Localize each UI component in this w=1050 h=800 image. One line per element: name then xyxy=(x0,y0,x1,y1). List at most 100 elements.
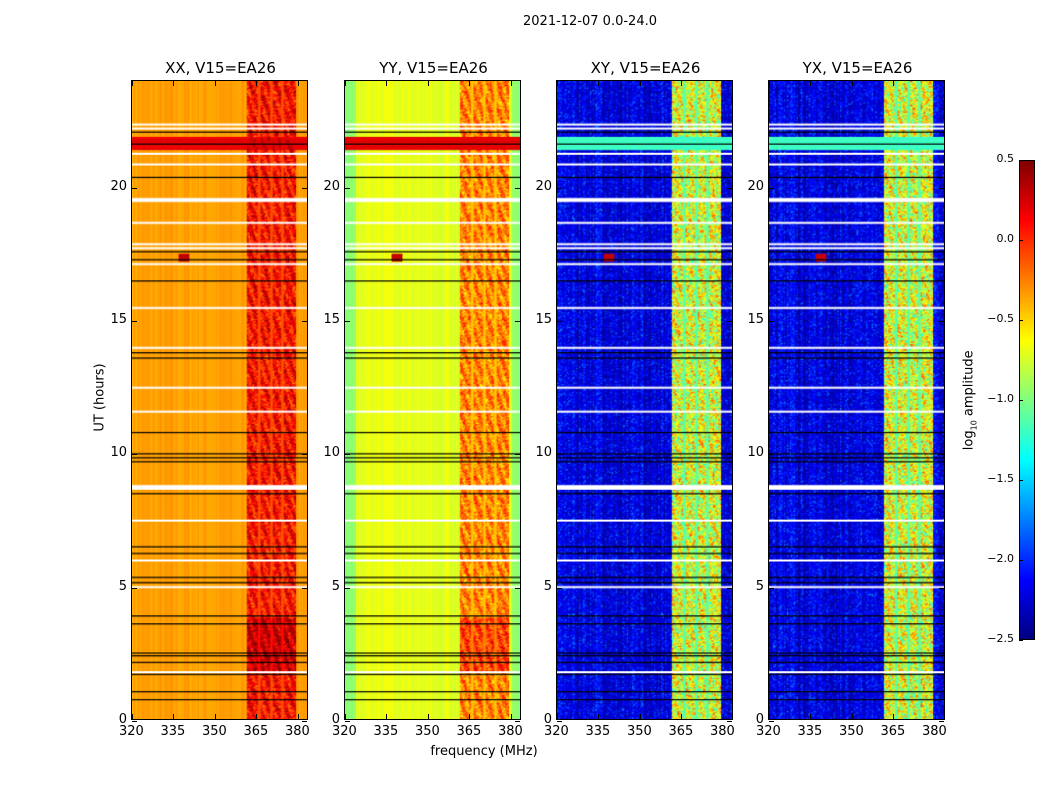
x-tick-label: 365 xyxy=(243,724,269,739)
colorbar-tick-mark xyxy=(1019,320,1023,321)
y-tick-label: 20 xyxy=(110,178,127,194)
y-tick-mark xyxy=(132,321,137,322)
y-tick-label: 0 xyxy=(118,712,127,727)
y-tick-label: 15 xyxy=(535,312,552,327)
x-tick-mark xyxy=(469,714,471,719)
x-tick-label: 350 xyxy=(838,724,864,739)
x-tick-mark xyxy=(427,81,429,86)
panel-title: YX, V15=EA26 xyxy=(802,59,913,77)
y-tick-mark xyxy=(727,321,732,322)
y-tick-mark xyxy=(939,587,944,589)
y-tick-label: 10 xyxy=(110,445,127,461)
x-tick-mark xyxy=(893,714,895,719)
panel-title: XY, V15=EA26 xyxy=(590,59,701,77)
x-tick-mark xyxy=(132,714,133,719)
panel-xy: XY, V15=EA26 xyxy=(556,59,733,722)
x-tick-mark xyxy=(810,81,812,86)
y-tick-label: 5 xyxy=(118,578,127,594)
colorbar-tick-label: 0.5 xyxy=(996,152,1015,165)
colorbar-tick-mark xyxy=(1019,160,1023,161)
y-tick-label: 0 xyxy=(543,712,552,727)
figure-title: 2021-12-07 0.0-24.0 xyxy=(523,14,657,29)
y-tick-mark xyxy=(132,454,137,456)
panel-title: YY, V15=EA26 xyxy=(379,59,488,77)
x-tick-label: 365 xyxy=(456,724,482,739)
x-tick-label: 350 xyxy=(626,724,652,739)
x-tick-mark xyxy=(934,714,936,719)
y-tick-mark xyxy=(727,587,732,589)
y-tick-label: 10 xyxy=(747,445,764,461)
x-tick-mark xyxy=(557,81,558,86)
y-tick-label: 5 xyxy=(543,578,552,594)
colorbar-tick-label: −1.0 xyxy=(987,392,1014,405)
x-tick-label: 335 xyxy=(797,724,823,739)
x-tick-mark xyxy=(681,714,683,719)
x-tick-mark xyxy=(557,714,558,719)
y-tick-label: 15 xyxy=(110,312,127,327)
y-tick-mark xyxy=(727,454,732,456)
x-tick-label: 350 xyxy=(201,724,227,739)
y-tick-label: 20 xyxy=(535,178,552,194)
y-tick-mark xyxy=(345,454,350,456)
x-tick-mark xyxy=(810,714,812,719)
y-tick-mark xyxy=(769,187,774,189)
x-tick-label: 380 xyxy=(284,724,310,739)
y-tick-mark xyxy=(302,721,307,722)
colorbar-tick-mark xyxy=(1019,240,1023,241)
y-tick-mark xyxy=(515,721,520,722)
x-tick-label: 320 xyxy=(756,724,781,739)
x-tick-label: 335 xyxy=(585,724,611,739)
x-tick-mark xyxy=(510,81,512,86)
x-tick-mark xyxy=(851,81,853,86)
y-tick-label: 10 xyxy=(535,445,552,461)
x-tick-mark xyxy=(386,81,388,86)
y-tick-label: 5 xyxy=(331,578,340,594)
y-tick-mark xyxy=(939,321,944,322)
y-tick-label: 5 xyxy=(755,578,764,594)
heatmap-yy xyxy=(345,81,520,719)
x-tick-mark xyxy=(173,81,175,86)
y-tick-mark xyxy=(302,321,307,322)
y-tick-mark xyxy=(132,187,137,189)
x-tick-mark xyxy=(345,714,346,719)
y-tick-mark xyxy=(557,587,562,589)
x-tick-mark xyxy=(893,81,895,86)
x-tick-mark xyxy=(722,81,724,86)
x-tick-mark xyxy=(214,81,216,86)
x-tick-mark xyxy=(297,714,299,719)
x-tick-mark xyxy=(639,714,641,719)
y-axis-label: UT (hours) xyxy=(92,363,108,432)
y-tick-mark xyxy=(302,454,307,456)
colorbar-tick-label: −2.5 xyxy=(987,632,1014,645)
x-tick-mark xyxy=(132,81,133,86)
x-tick-mark xyxy=(214,714,216,719)
y-tick-mark xyxy=(345,187,350,189)
y-tick-mark xyxy=(727,187,732,189)
x-tick-mark xyxy=(934,81,936,86)
panel-yx: YX, V15=EA26 xyxy=(768,59,945,722)
y-tick-mark xyxy=(515,321,520,322)
y-tick-mark xyxy=(769,454,774,456)
x-tick-label: 350 xyxy=(414,724,440,739)
x-tick-mark xyxy=(297,81,299,86)
y-tick-mark xyxy=(132,721,137,722)
colorbar-tick-mark xyxy=(1019,640,1023,641)
x-tick-mark xyxy=(769,81,770,86)
y-tick-mark xyxy=(939,721,944,722)
colorbar-tick-mark xyxy=(1019,400,1023,401)
y-tick-mark xyxy=(557,321,562,322)
y-tick-mark xyxy=(515,187,520,189)
y-tick-mark xyxy=(557,187,562,189)
y-tick-mark xyxy=(302,587,307,589)
colorbar-tick-label: −0.5 xyxy=(987,312,1014,325)
panel-title: XX, V15=EA26 xyxy=(165,59,276,77)
x-tick-label: 365 xyxy=(880,724,906,739)
colorbar-tick-label: −1.5 xyxy=(987,472,1014,485)
colorbar-tick-mark xyxy=(1019,480,1023,481)
y-tick-label: 15 xyxy=(323,312,340,327)
panel-yy: YY, V15=EA26 xyxy=(344,59,521,722)
y-tick-mark xyxy=(939,454,944,456)
x-tick-mark xyxy=(173,714,175,719)
colorbar-tick-label: 0.0 xyxy=(996,232,1015,245)
y-tick-label: 10 xyxy=(323,445,340,461)
